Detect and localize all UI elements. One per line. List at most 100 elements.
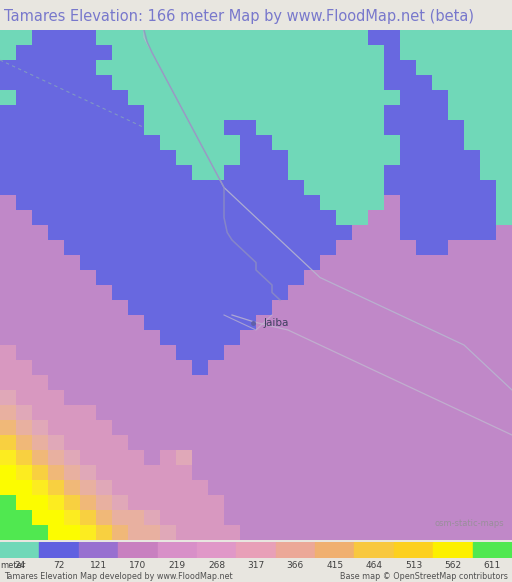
Bar	[368, 255, 384, 270]
Bar	[240, 120, 256, 135]
Bar	[464, 285, 480, 300]
Bar	[160, 390, 176, 405]
Bar	[336, 255, 352, 270]
Bar	[480, 465, 496, 480]
Bar	[272, 330, 288, 345]
Bar	[368, 45, 384, 60]
Bar	[208, 285, 224, 300]
Bar	[176, 150, 192, 165]
Bar	[176, 225, 192, 240]
Bar	[432, 495, 448, 510]
Bar	[256, 135, 272, 150]
Bar	[208, 240, 224, 255]
Bar	[160, 375, 176, 390]
Bar	[352, 225, 368, 240]
Bar	[32, 135, 48, 150]
Bar	[64, 45, 80, 60]
Bar	[176, 330, 192, 345]
Bar	[176, 30, 192, 45]
Bar	[128, 330, 144, 345]
Bar	[352, 90, 368, 105]
Bar	[368, 195, 384, 210]
Bar	[384, 360, 400, 375]
Bar	[288, 495, 304, 510]
Text: 170: 170	[129, 560, 146, 570]
Bar	[80, 330, 96, 345]
Bar	[176, 405, 192, 420]
Bar	[416, 75, 432, 90]
Bar	[288, 330, 304, 345]
Bar	[384, 75, 400, 90]
Bar	[160, 450, 176, 465]
Bar	[496, 465, 512, 480]
Bar	[464, 450, 480, 465]
Bar	[496, 390, 512, 405]
Bar	[336, 45, 352, 60]
Bar	[304, 360, 320, 375]
Bar	[304, 120, 320, 135]
Bar	[48, 285, 64, 300]
Bar	[64, 225, 80, 240]
Bar	[320, 480, 336, 495]
Bar	[496, 360, 512, 375]
Bar	[368, 30, 384, 45]
Bar	[256, 225, 272, 240]
Bar	[464, 105, 480, 120]
Bar	[0, 90, 16, 105]
Bar	[400, 345, 416, 360]
Bar	[256, 360, 272, 375]
Bar	[80, 150, 96, 165]
Bar	[112, 45, 128, 60]
Bar	[240, 450, 256, 465]
Bar	[304, 375, 320, 390]
Bar	[144, 345, 160, 360]
Bar	[416, 525, 432, 540]
Bar	[160, 225, 176, 240]
Bar	[352, 75, 368, 90]
Bar	[416, 420, 432, 435]
Bar	[32, 375, 48, 390]
Bar	[0, 495, 16, 510]
Bar	[160, 300, 176, 315]
Bar	[80, 270, 96, 285]
Bar	[464, 225, 480, 240]
Bar	[256, 195, 272, 210]
Bar	[400, 450, 416, 465]
Bar	[160, 480, 176, 495]
Bar	[352, 285, 368, 300]
Bar	[288, 420, 304, 435]
Bar	[128, 390, 144, 405]
Bar	[352, 240, 368, 255]
Bar	[208, 495, 224, 510]
Bar	[320, 150, 336, 165]
Bar	[304, 75, 320, 90]
Bar	[0, 405, 16, 420]
Bar	[224, 420, 240, 435]
Bar	[208, 330, 224, 345]
Bar	[352, 120, 368, 135]
Bar	[496, 285, 512, 300]
Bar	[416, 300, 432, 315]
Bar	[416, 360, 432, 375]
Bar	[112, 525, 128, 540]
Bar	[192, 420, 208, 435]
Bar	[32, 225, 48, 240]
Bar	[96, 345, 112, 360]
Bar	[368, 480, 384, 495]
Bar	[176, 420, 192, 435]
Bar	[0, 315, 16, 330]
Bar	[128, 450, 144, 465]
Bar	[288, 285, 304, 300]
Bar	[275, 542, 315, 558]
Bar	[256, 105, 272, 120]
Bar	[368, 330, 384, 345]
Bar	[448, 180, 464, 195]
Bar	[0, 285, 16, 300]
Bar	[416, 180, 432, 195]
Bar	[496, 165, 512, 180]
Bar	[448, 435, 464, 450]
Bar	[464, 480, 480, 495]
Bar	[416, 120, 432, 135]
Bar	[48, 180, 64, 195]
Bar	[384, 225, 400, 240]
